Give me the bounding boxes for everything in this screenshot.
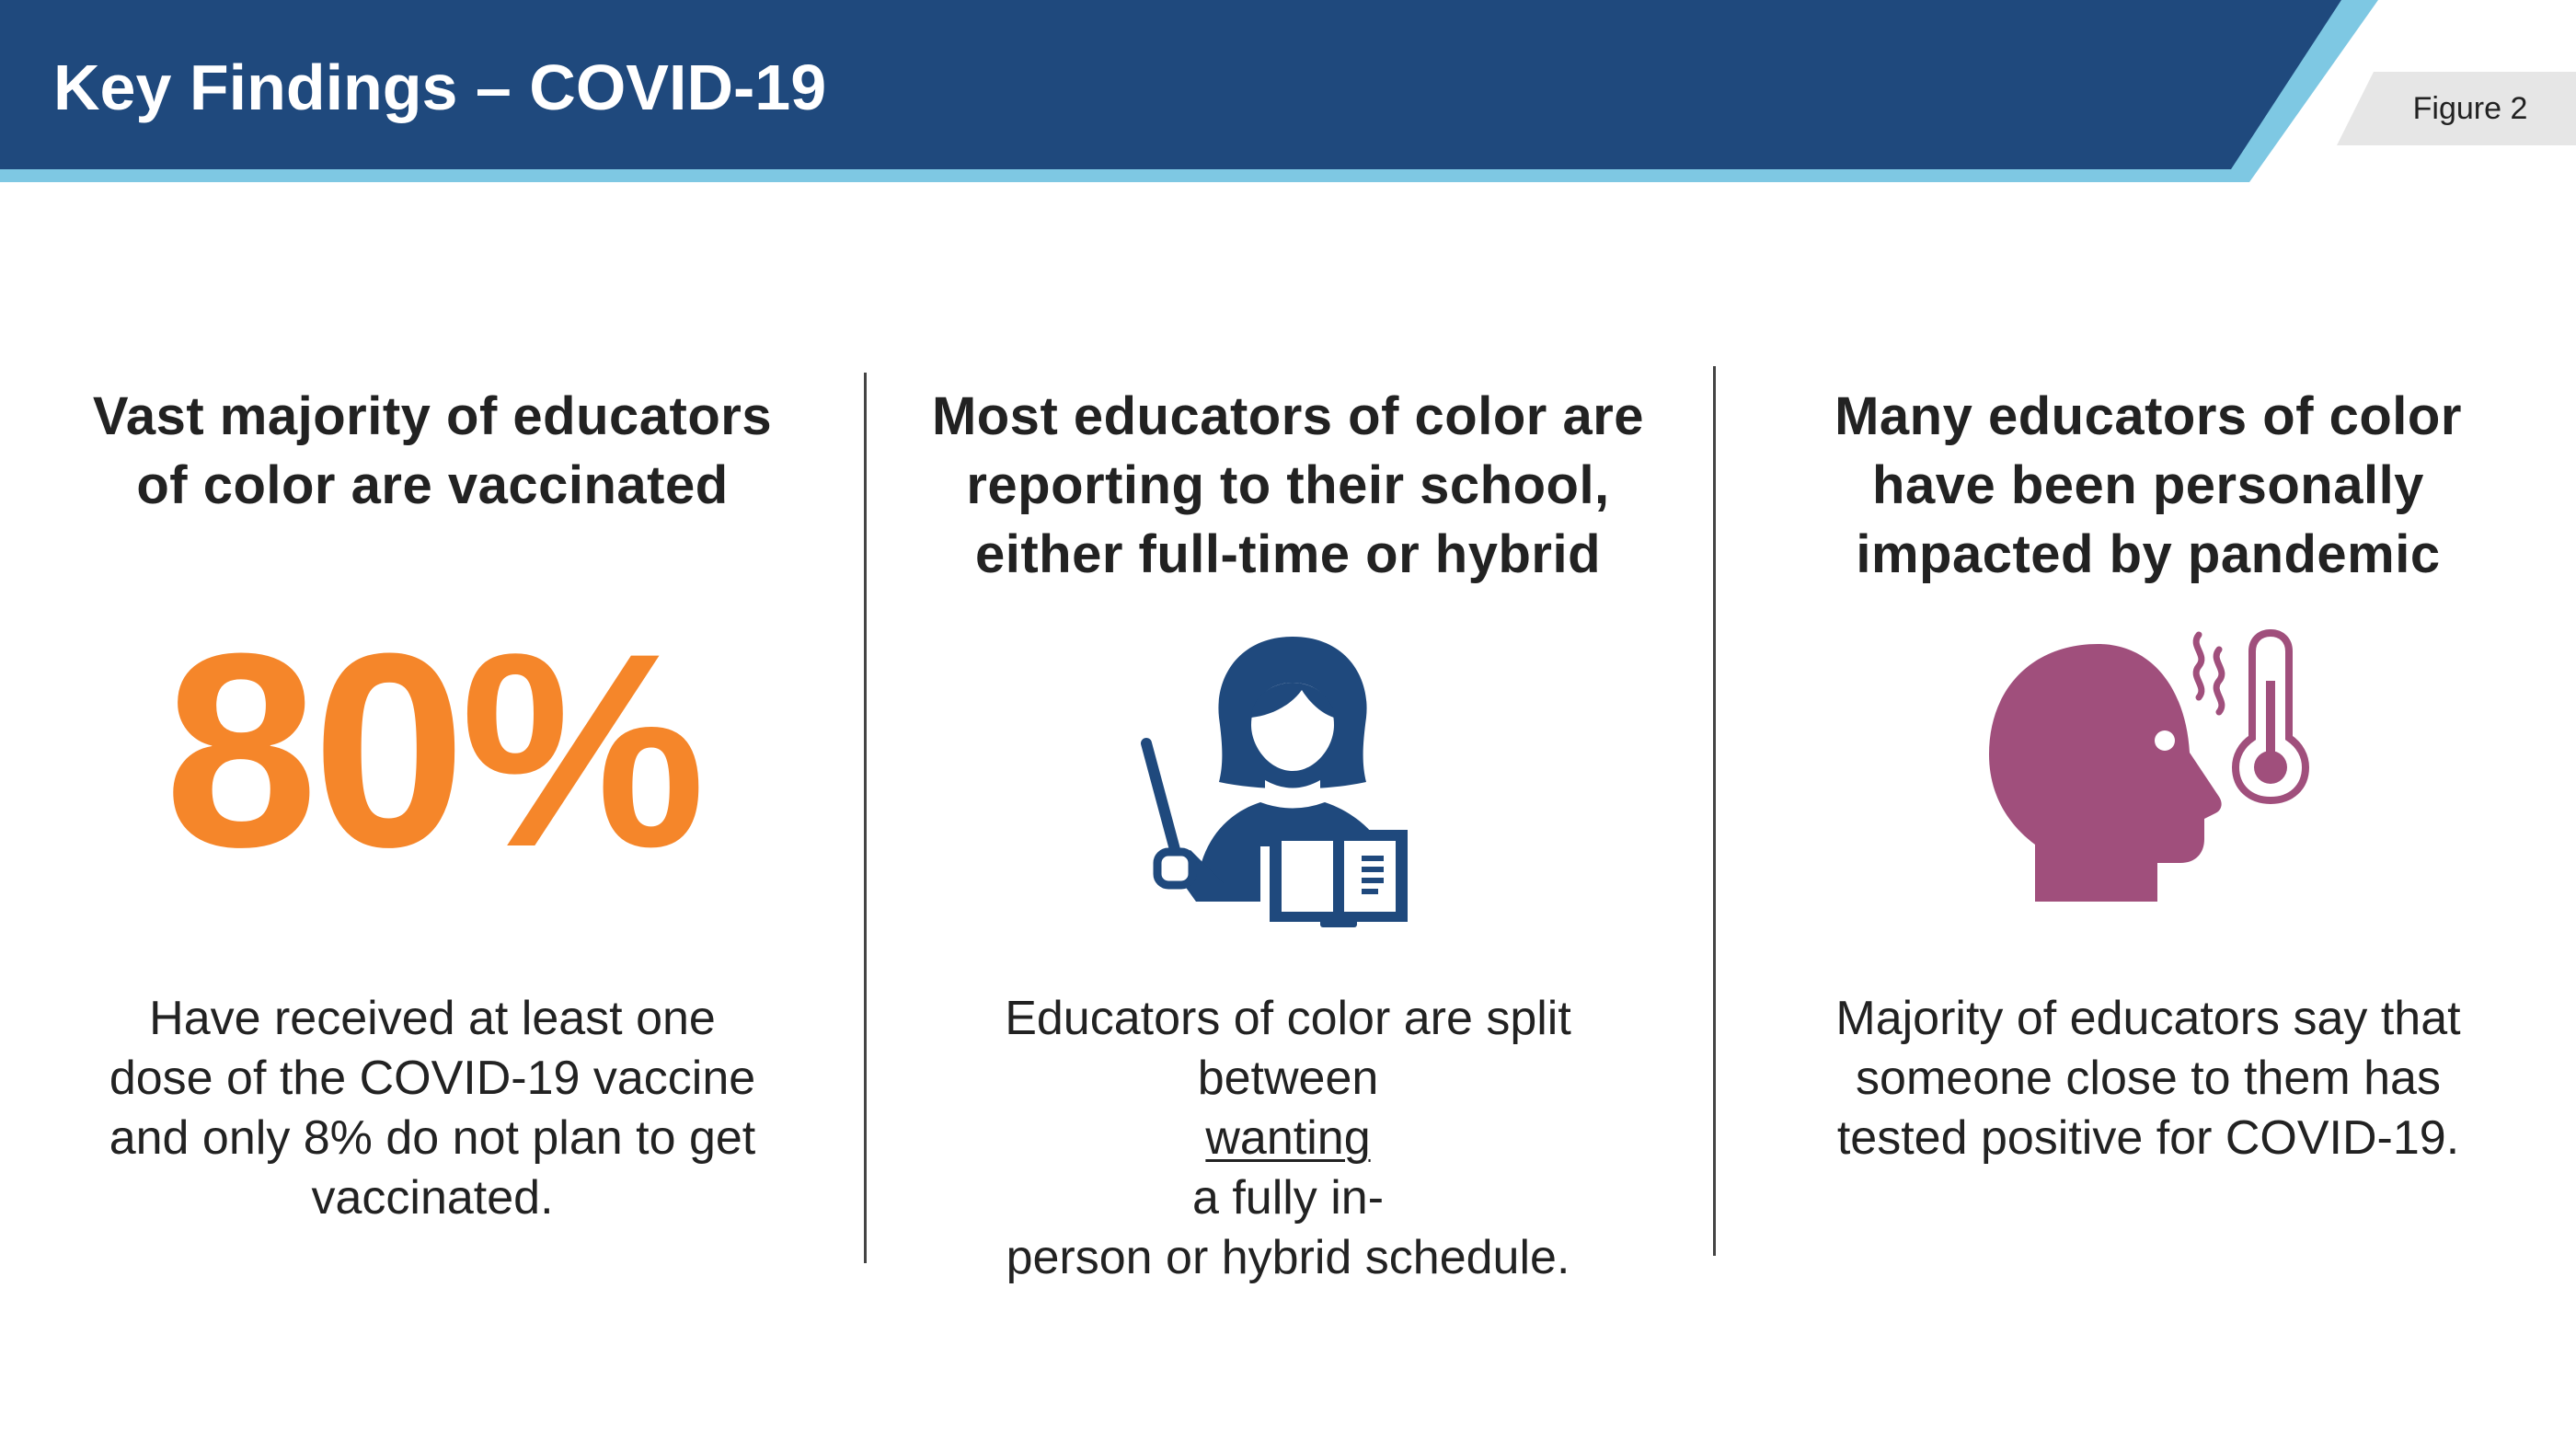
body-line: Educators of color are split xyxy=(1005,992,1571,1045)
heading-line: reporting to their school, xyxy=(966,455,1610,515)
finding-school-attendance: Most educators of color are reporting to… xyxy=(902,0,1674,1449)
finding-heading: Vast majority of educators of color are … xyxy=(55,382,810,520)
teacher-icon xyxy=(1132,626,1444,929)
body-text: between xyxy=(1197,1052,1379,1105)
heading-line: either full-time or hybrid xyxy=(974,524,1602,584)
finding-description: Educators of color are split between wan… xyxy=(902,989,1674,1288)
banner-main xyxy=(0,0,2341,169)
finding-heading: Most educators of color are reporting to… xyxy=(902,382,1674,589)
finding-vaccination: Vast majority of educators of color are … xyxy=(55,0,810,1449)
fever-head-icon xyxy=(1978,626,2310,920)
body-line: Have received at least one xyxy=(149,992,716,1045)
figure-tag: Figure 2 xyxy=(2337,72,2576,145)
column-divider-left xyxy=(864,373,867,1263)
heading-line: have been personally xyxy=(1872,455,2424,515)
finding-description: Majority of educators say that someone c… xyxy=(1748,989,2548,1168)
body-line: Majority of educators say that xyxy=(1835,992,2461,1045)
column-divider-right xyxy=(1713,366,1716,1256)
heading-line: of color are vaccinated xyxy=(136,455,729,515)
body-line: vaccinated. xyxy=(311,1171,554,1225)
emphasis-text: wanting xyxy=(1205,1111,1371,1165)
body-text: a fully in- xyxy=(1191,1171,1385,1225)
finding-heading: Many educators of color have been person… xyxy=(1748,382,2548,589)
figure-tag-background xyxy=(2337,72,2576,145)
finding-description: Have received at least one dose of the C… xyxy=(55,989,810,1228)
heading-line: Most educators of color are xyxy=(931,386,1645,446)
vaccination-stat: 80% xyxy=(164,595,706,904)
header-banner xyxy=(0,0,2378,182)
finding-personal-impact: Many educators of color have been person… xyxy=(1748,0,2548,1449)
body-line: and only 8% do not plan to get xyxy=(109,1111,756,1165)
body-line: tested positive for COVID-19. xyxy=(1836,1111,2460,1165)
body-line: person or hybrid schedule. xyxy=(1006,1231,1570,1284)
heading-line: impacted by pandemic xyxy=(1856,524,2441,584)
heading-line: Vast majority of educators xyxy=(92,386,773,446)
body-line: someone close to them has xyxy=(1856,1052,2441,1105)
body-line: between wanting a fully in- xyxy=(902,1049,1674,1228)
body-line: dose of the COVID-19 vaccine xyxy=(109,1052,756,1105)
page-title: Key Findings – COVID-19 xyxy=(53,52,827,123)
figure-label: Figure 2 xyxy=(2412,90,2528,126)
heading-line: Many educators of color xyxy=(1834,386,2462,446)
